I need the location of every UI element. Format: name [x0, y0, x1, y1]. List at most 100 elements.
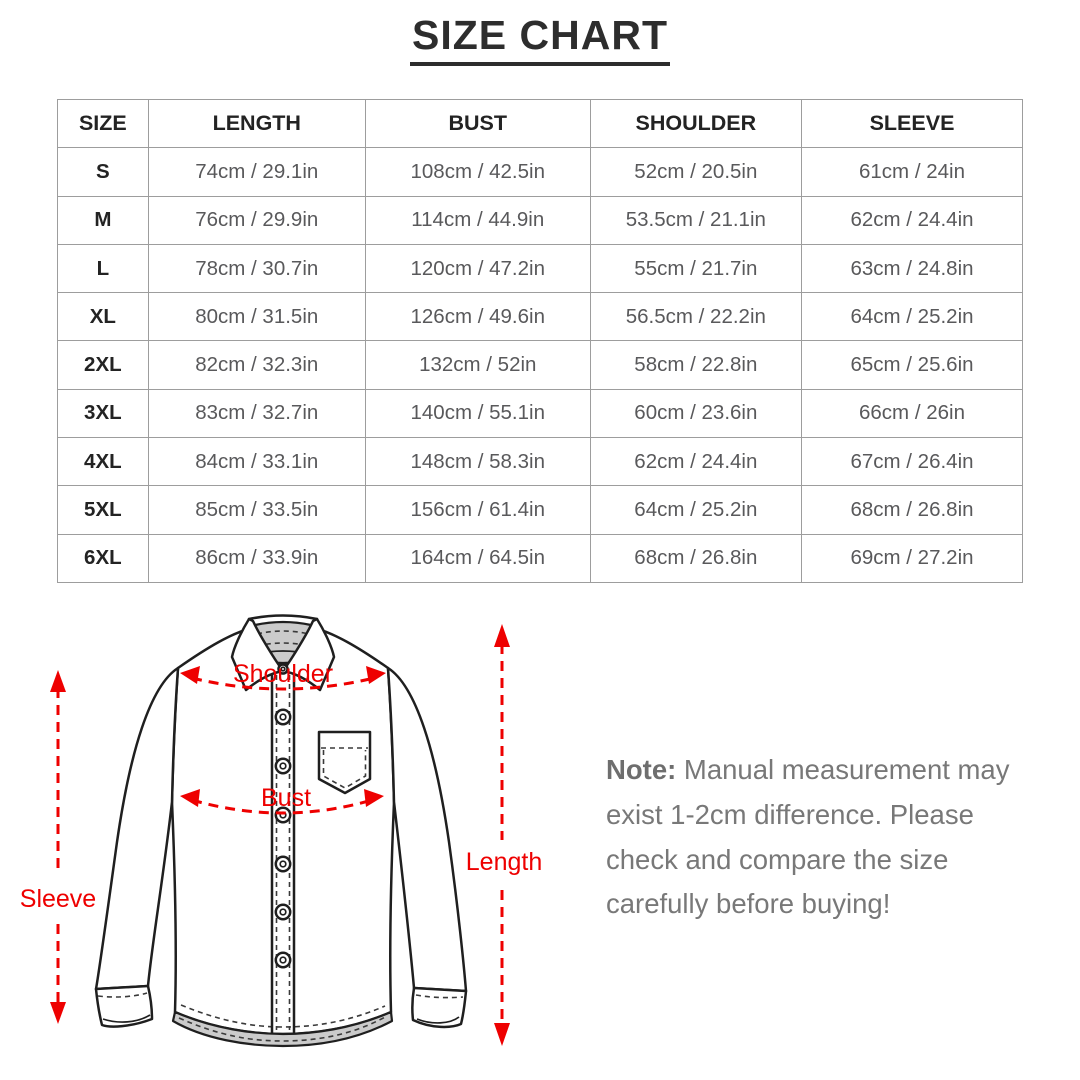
- measurement-cell: 56.5cm / 22.2in: [589, 292, 803, 342]
- measurement-cell: 126cm / 49.6in: [364, 292, 591, 342]
- measurement-cell: 64cm / 25.2in: [589, 485, 803, 535]
- measurement-cell: 67cm / 26.4in: [801, 437, 1023, 487]
- measurement-cell: 86cm / 33.9in: [147, 533, 366, 583]
- col-header-shoulder: SHOULDER: [589, 98, 803, 149]
- button: [274, 806, 292, 824]
- col-header-length: LENGTH: [147, 98, 366, 149]
- size-cell: XL: [57, 292, 149, 342]
- pocket-stitch: [321, 747, 368, 789]
- measurement-cell: 62cm / 24.4in: [589, 437, 803, 487]
- note-line: check and compare the size: [606, 843, 949, 875]
- sleeve-arrow: [50, 670, 66, 1024]
- chest-pocket: [317, 730, 372, 795]
- left-cuff-edge: [102, 1014, 151, 1023]
- left-sleeve: [94, 666, 180, 991]
- size-cell: 4XL: [57, 437, 149, 487]
- shirt-hem-band: [171, 1010, 394, 1048]
- measurement-cell: 76cm / 29.9in: [147, 195, 366, 245]
- measurement-cell: 120cm / 47.2in: [364, 243, 591, 294]
- size-cell: L: [57, 243, 149, 294]
- note-line: exist 1-2cm difference. Please: [606, 798, 974, 830]
- measurement-annotations: Shoulder Bust Sleeve Length: [20, 624, 542, 1046]
- bust-arrow: [180, 789, 384, 815]
- shirt-drawing: [94, 614, 468, 1048]
- table-row: 6XL 86cm / 33.9in 164cm / 64.5in 68cm / 26.…: [57, 533, 1023, 583]
- size-cell: 5XL: [57, 485, 149, 535]
- button: [274, 951, 292, 969]
- hem-stitch: [180, 1004, 386, 1028]
- arrowhead-down-icon: [494, 1023, 510, 1046]
- measurement-cell: 78cm / 30.7in: [147, 243, 366, 294]
- right-cuff-stitch: [415, 994, 464, 999]
- note-line: carefully before buying!: [606, 888, 891, 920]
- col-header-bust: BUST: [364, 98, 591, 149]
- arrowhead-up-icon: [494, 624, 510, 647]
- size-cell: 6XL: [57, 533, 149, 583]
- size-cell: 2XL: [57, 340, 149, 390]
- measurement-cell: 68cm / 26.8in: [589, 533, 803, 583]
- note-text: Note: Manual measurement may exist 1-2cm…: [606, 748, 1041, 927]
- page-title: SIZE CHART: [410, 13, 670, 67]
- table-row: 3XL 83cm / 32.7in 140cm / 55.1in 60cm / 23.…: [57, 388, 1023, 439]
- arrowhead-left-icon: [180, 666, 200, 684]
- measurement-cell: 68cm / 26.8in: [801, 485, 1023, 535]
- measurement-cell: 132cm / 52in: [364, 340, 591, 390]
- col-header-sleeve: SLEEVE: [801, 98, 1023, 149]
- measurement-cell: 53.5cm / 21.1in: [589, 195, 803, 245]
- measurement-cell: 60cm / 23.6in: [589, 388, 803, 439]
- arrowhead-down-icon: [50, 1002, 66, 1024]
- button: [274, 903, 292, 921]
- arrowhead-right-icon: [366, 666, 386, 684]
- col-header-size: SIZE: [57, 98, 149, 149]
- measurement-cell: 140cm / 55.1in: [364, 388, 591, 439]
- measurement-cell: 83cm / 32.7in: [147, 388, 366, 439]
- measurement-cell: 84cm / 33.1in: [147, 437, 366, 487]
- placket: [270, 670, 296, 1035]
- size-cell: S: [57, 147, 149, 197]
- right-sleeve: [386, 666, 468, 993]
- table-row: M 76cm / 29.9in 114cm / 44.9in 53.5cm / 21.…: [57, 195, 1023, 245]
- hem-band-stitch: [178, 1015, 388, 1042]
- shoulder-label: Shoulder: [233, 660, 333, 688]
- table-row: L 78cm / 30.7in 120cm / 47.2in 55cm / 21.7i…: [57, 243, 1023, 294]
- measurement-cell: 148cm / 58.3in: [364, 437, 591, 487]
- buttons: [274, 708, 292, 969]
- measurement-cell: 65cm / 25.6in: [801, 340, 1023, 390]
- size-table-body: S 74cm / 29.1in 108cm / 42.5in 52cm / 20.5i…: [57, 147, 1023, 583]
- button: [274, 708, 292, 726]
- table-row: 4XL 84cm / 33.1in 148cm / 58.3in 62cm / 24.…: [57, 437, 1023, 487]
- measurement-cell: 61cm / 24in: [801, 147, 1023, 197]
- measurement-cell: 69cm / 27.2in: [801, 533, 1023, 583]
- shirt-measurement-diagram: Shoulder Bust Sleeve Length: [20, 614, 542, 1048]
- shoulder-arrow: [180, 666, 386, 691]
- arrowhead-right-icon: [364, 789, 384, 807]
- measurement-cell: 58cm / 22.8in: [589, 340, 803, 390]
- measurement-cell: 52cm / 20.5in: [589, 147, 803, 197]
- measurement-cell: 114cm / 44.9in: [364, 195, 591, 245]
- measurement-cell: 74cm / 29.1in: [147, 147, 366, 197]
- size-cell: 3XL: [57, 388, 149, 439]
- table-row: S 74cm / 29.1in 108cm / 42.5in 52cm / 20.5i…: [57, 147, 1023, 197]
- collar-button: [277, 663, 289, 675]
- right-cuff-edge: [416, 1016, 460, 1024]
- measurement-cell: 80cm / 31.5in: [147, 292, 366, 342]
- measurement-cell: 64cm / 25.2in: [801, 292, 1023, 342]
- left-cuff-stitch: [97, 992, 148, 998]
- note-label: Note:: [606, 754, 677, 785]
- measurement-cell: 63cm / 24.8in: [801, 243, 1023, 294]
- measurement-cell: 156cm / 61.4in: [364, 485, 591, 535]
- button: [274, 855, 292, 873]
- measurement-cell: 66cm / 26in: [801, 388, 1023, 439]
- length-arrow: [494, 624, 510, 1046]
- size-cell: M: [57, 195, 149, 245]
- measurement-cell: 85cm / 33.5in: [147, 485, 366, 535]
- bust-label: Bust: [261, 784, 311, 812]
- button: [274, 757, 292, 775]
- measurement-cell: 82cm / 32.3in: [147, 340, 366, 390]
- arrowhead-up-icon: [50, 670, 66, 692]
- left-cuff: [94, 984, 154, 1028]
- note-line: Note: Manual measurement may: [606, 754, 1010, 785]
- table-row: XL 80cm / 31.5in 126cm / 49.6in 56.5cm / 22…: [57, 292, 1023, 342]
- table-row: 5XL 85cm / 33.5in 156cm / 61.4in 64cm / 25.…: [57, 485, 1023, 535]
- collar-leaf-right: [281, 617, 336, 692]
